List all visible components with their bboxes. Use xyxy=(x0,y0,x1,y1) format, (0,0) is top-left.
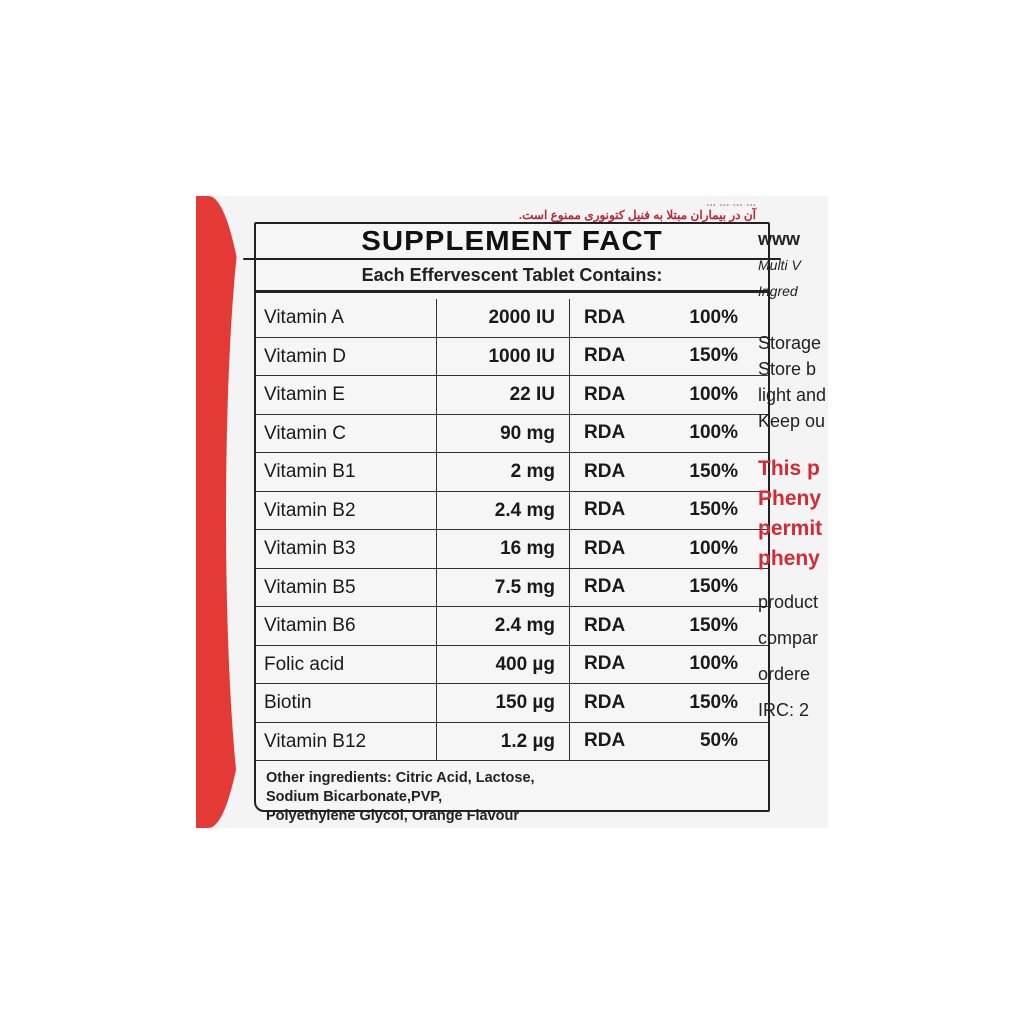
product-label: ... ... ... ... آن در بیماران مبتلا به ف… xyxy=(196,196,828,828)
rda-label: RDA xyxy=(584,614,626,636)
nutrient-name: Folic acid xyxy=(256,645,437,683)
nutrient-name: Vitamin B12 xyxy=(256,722,437,760)
other-ingredients: Other ingredients: Citric Acid, Lactose,… xyxy=(266,770,535,824)
rda-label: RDA xyxy=(584,345,626,367)
rda-label: RDA xyxy=(584,306,626,328)
nutrient-amount: 90 mg xyxy=(437,414,570,452)
rda-label: RDA xyxy=(584,499,626,521)
rda-label: RDA xyxy=(584,691,626,713)
nutrient-name: Vitamin B5 xyxy=(256,568,437,606)
nutrient-row: Vitamin E 22 IU RDA 100% xyxy=(256,376,768,415)
nutrient-name: Vitamin B6 xyxy=(256,607,437,645)
rda-label: RDA xyxy=(584,537,626,559)
supplement-facts-table: SUPPLEMENT FACT Each Effervescent Tablet… xyxy=(243,222,781,824)
nutrient-name: Vitamin E xyxy=(256,376,437,414)
rda-label: RDA xyxy=(584,576,626,598)
nutrient-amount: 150 µg xyxy=(437,684,570,722)
persian-warning: ... ... ... ... آن در بیماران مبتلا به ف… xyxy=(518,196,756,222)
table-title: SUPPLEMENT FACT xyxy=(243,224,781,260)
nutrient-amount: 16 mg xyxy=(437,530,570,568)
rda-label: RDA xyxy=(584,653,626,675)
rda-label: RDA xyxy=(584,422,626,444)
nutrient-name: Vitamin B1 xyxy=(256,453,437,491)
rda-percent: 150% xyxy=(689,499,738,521)
nutrient-row: Vitamin B2 2.4 mg RDA 150% xyxy=(256,491,768,530)
nutrient-row: Vitamin B1 2 mg RDA 150% xyxy=(256,453,768,492)
nutrient-name: Vitamin B2 xyxy=(256,491,437,529)
rda-percent: 100% xyxy=(689,306,738,328)
nutrient-row: Vitamin B3 16 mg RDA 100% xyxy=(256,530,768,569)
nutrient-row: Vitamin B6 2.4 mg RDA 150% xyxy=(256,607,768,646)
nutrient-row: Vitamin A 2000 IU RDA 100% xyxy=(256,299,768,338)
nutrient-amount: 1000 IU xyxy=(437,337,570,375)
nutrient-name: Vitamin A xyxy=(256,299,437,337)
nutrient-name: Vitamin C xyxy=(256,414,437,452)
nutrient-row: Folic acid 400 µg RDA 100% xyxy=(256,645,768,684)
nutrient-row: Vitamin B12 1.2 µg RDA 50% xyxy=(256,722,768,761)
nutrient-amount: 2000 IU xyxy=(437,299,570,337)
nutrient-name: Vitamin D xyxy=(256,337,437,375)
nutrient-amount: 7.5 mg xyxy=(437,568,570,606)
rda-percent: 150% xyxy=(689,691,738,713)
rda-percent: 150% xyxy=(689,345,738,367)
rda-percent: 100% xyxy=(689,383,738,405)
nutrient-amount: 1.2 µg xyxy=(437,722,570,760)
rda-label: RDA xyxy=(584,460,626,482)
rda-percent: 150% xyxy=(689,576,738,598)
rda-percent: 100% xyxy=(689,653,738,675)
side-text: www Multi V Ingred Storage Store b light… xyxy=(758,229,827,720)
nutrient-amount: 2.4 mg xyxy=(437,607,570,645)
nutrient-amount: 400 µg xyxy=(437,645,570,683)
nutrient-amount: 2.4 mg xyxy=(437,491,570,529)
nutrient-amount: 2 mg xyxy=(437,453,570,491)
rda-label: RDA xyxy=(584,730,626,752)
nutrient-row: Vitamin B5 7.5 mg RDA 150% xyxy=(256,568,768,607)
rda-percent: 150% xyxy=(689,460,738,482)
table-subtitle: Each Effervescent Tablet Contains: xyxy=(256,260,768,293)
nutrient-amount: 22 IU xyxy=(437,376,570,414)
rda-percent: 50% xyxy=(699,730,738,752)
rda-label: RDA xyxy=(584,383,626,405)
nutrient-name: Vitamin B3 xyxy=(256,530,437,568)
rda-percent: 100% xyxy=(689,537,738,559)
nutrient-rows: Vitamin A 2000 IU RDA 100% Vitamin D 1000 IU R… xyxy=(256,299,768,761)
rda-percent: 100% xyxy=(689,422,738,444)
rda-percent: 150% xyxy=(689,614,738,636)
nutrient-row: Vitamin D 1000 IU RDA 150% xyxy=(256,337,768,376)
nutrient-row: Biotin 150 µg RDA 150% xyxy=(256,684,768,723)
nutrient-name: Biotin xyxy=(256,684,437,722)
nutrient-row: Vitamin C 90 mg RDA 100% xyxy=(256,414,768,453)
